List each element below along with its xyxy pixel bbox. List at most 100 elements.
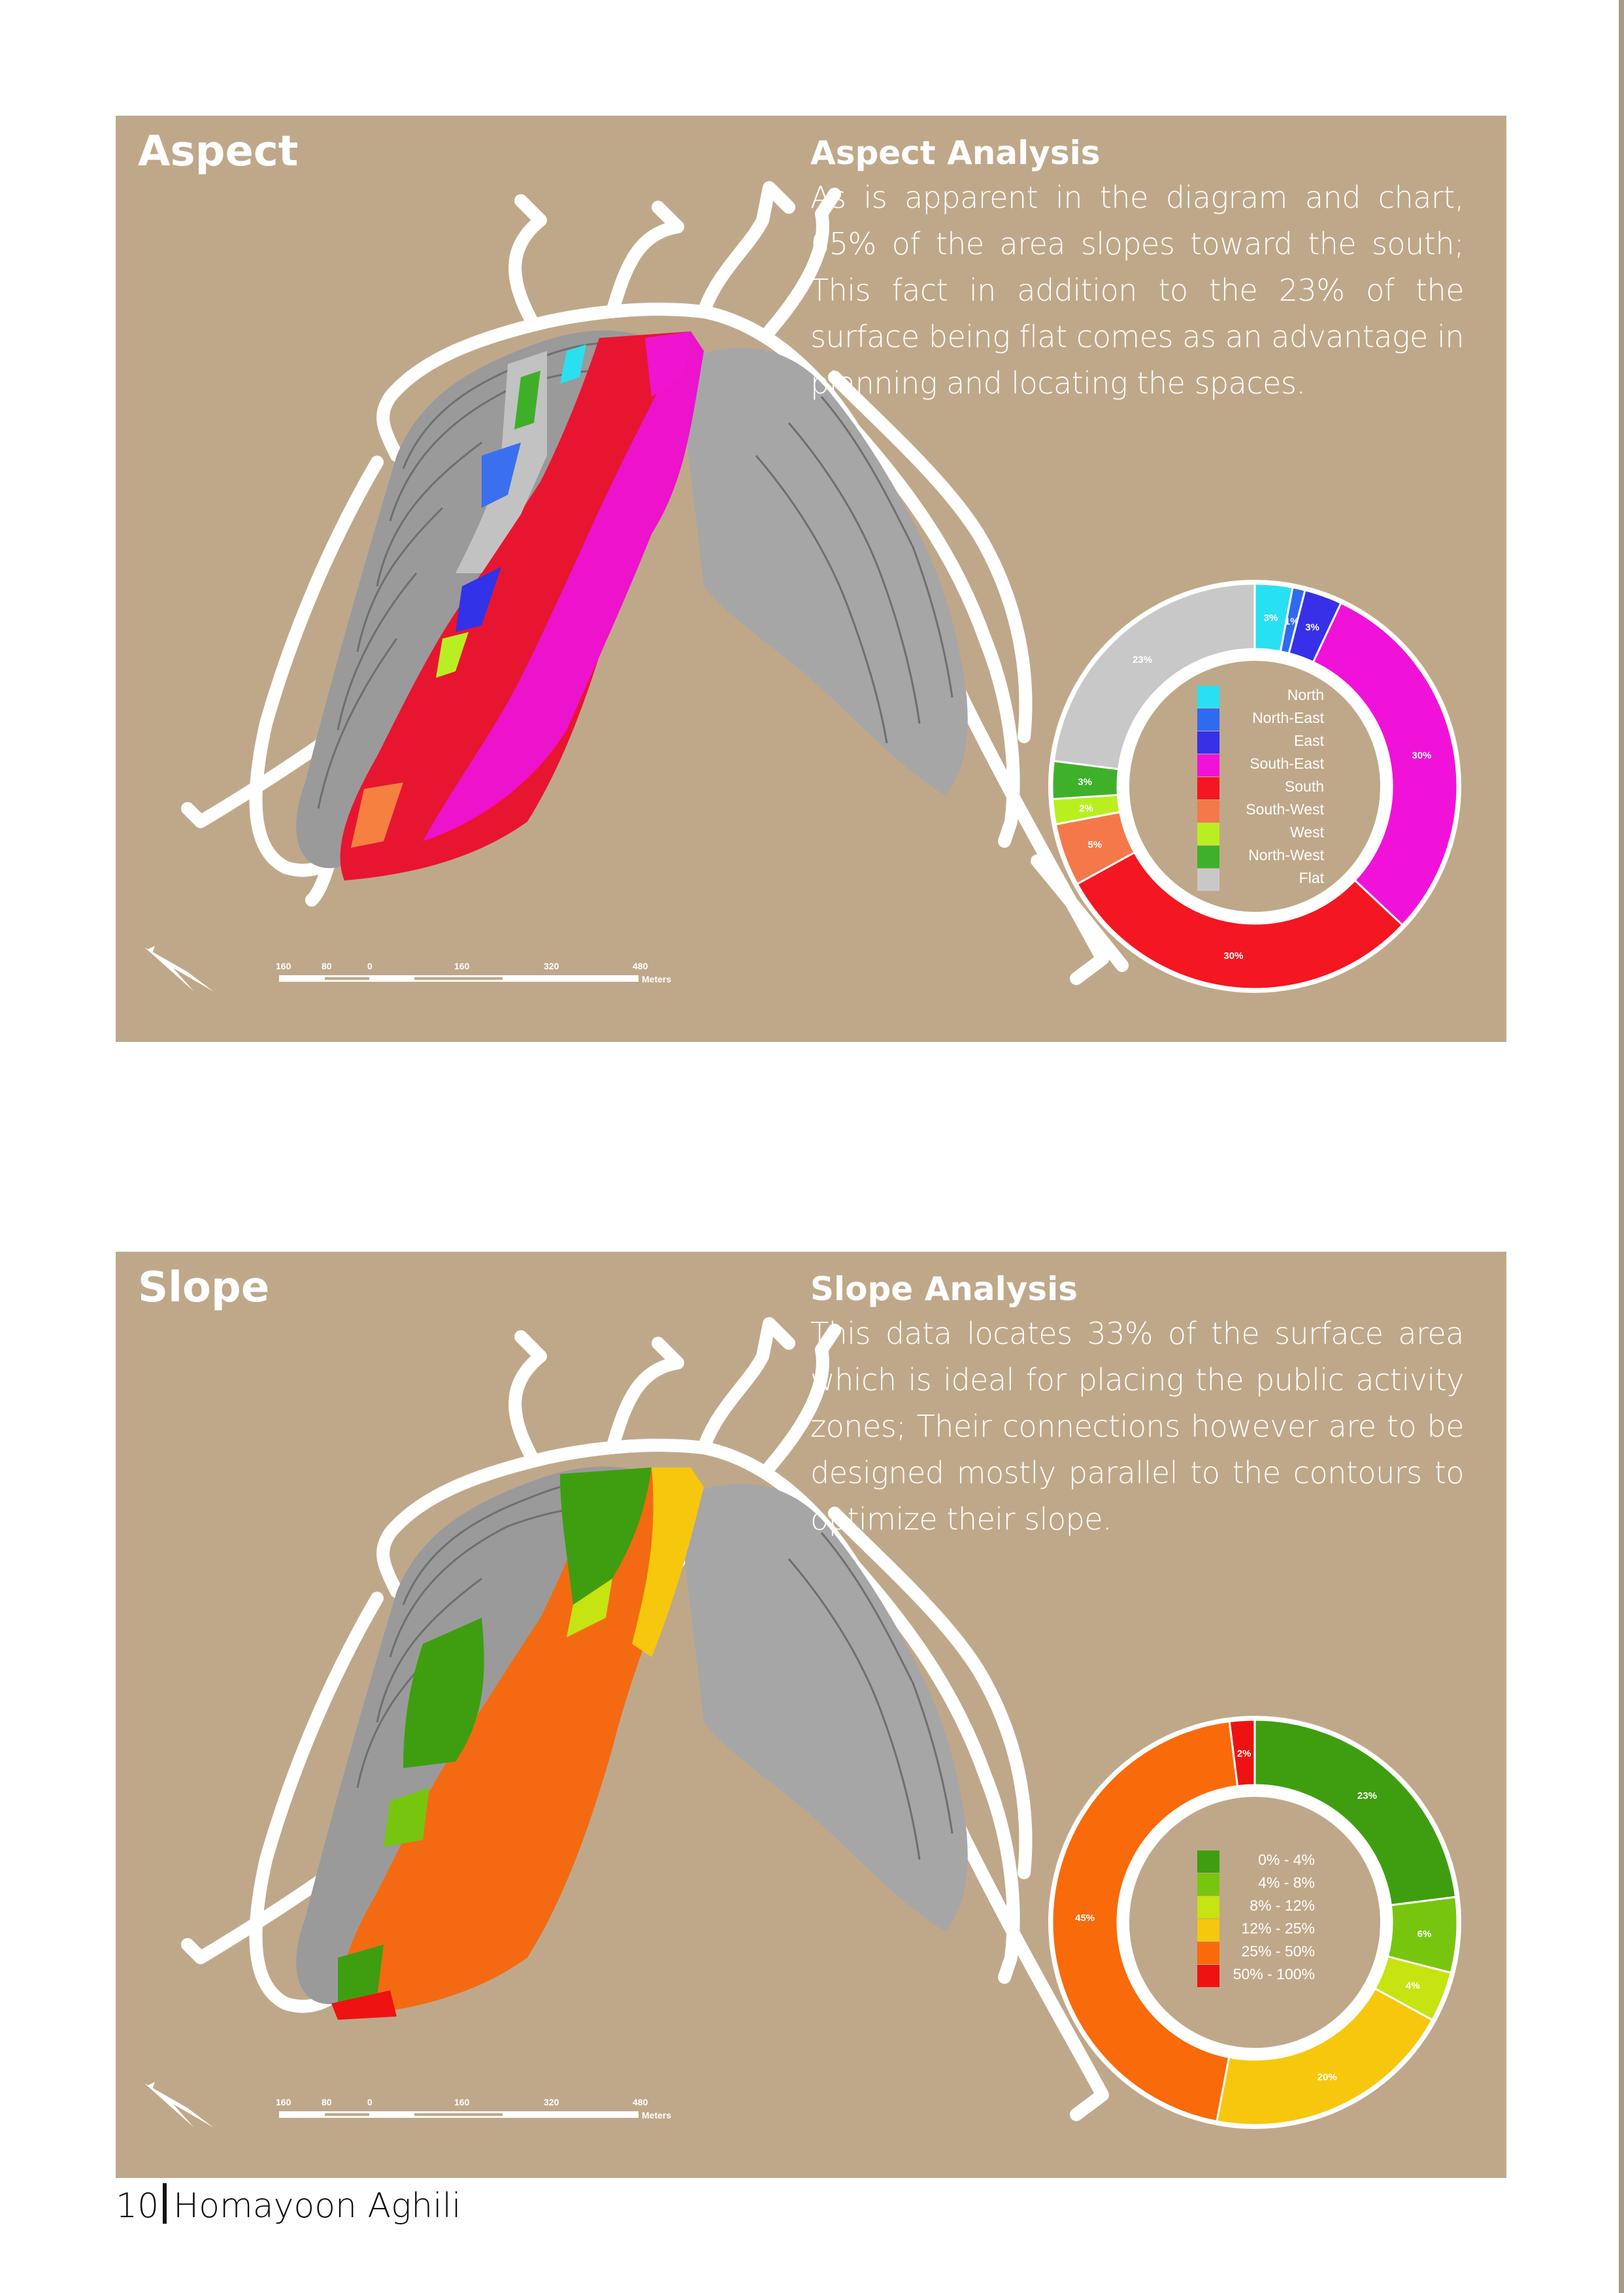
donut-data-label-6: 2% [1079, 803, 1093, 814]
analysis-title: Slope Analysis [810, 1270, 1078, 1308]
legend-swatch [1197, 846, 1219, 868]
legend-item: East [1197, 731, 1324, 754]
legend-item: South [1197, 777, 1324, 799]
donut-slice-3 [1216, 1987, 1434, 2126]
aspect-zone-north [560, 344, 586, 384]
aspect-legend: North North-East East South-East South South-… [1197, 685, 1324, 891]
legend-swatch [1197, 869, 1219, 891]
scale-bar-graphic [279, 975, 638, 982]
scale-tick-3: 0 [367, 961, 373, 971]
donut-data-label-2: 3% [1305, 622, 1319, 633]
legend-swatch [1197, 777, 1219, 799]
footer-divider [163, 2183, 167, 2224]
slope-zone-0-4-c [338, 1945, 384, 2010]
analysis-text: As is apparent in the diagram and chart,… [810, 180, 1465, 401]
legend-swatch [1197, 1919, 1219, 1941]
donut-data-label-0: 3% [1264, 612, 1278, 624]
page-title: Slope [138, 1264, 270, 1312]
slope-zone-12-25 [632, 1467, 704, 1657]
donut-slice-0 [1253, 1718, 1457, 1907]
aspect-donut-chart: 3% 1%3%30%30%5%2%3%23% [1048, 580, 1461, 993]
legend-label: West [1290, 824, 1324, 841]
donut-data-label-2: 4% [1406, 1981, 1420, 1992]
slope-zone-4-8 [384, 1788, 429, 1847]
slope-legend: 0% - 4% 4% - 8% 8% - 12% 12% - 25% 25% - 50%… [1197, 1850, 1315, 1987]
legend-label: North-East [1252, 709, 1324, 726]
donut-data-label-5: 5% [1088, 839, 1102, 850]
donut-data-label-3: 20% [1317, 2071, 1337, 2083]
slope-zone-0-4 [560, 1467, 652, 1605]
legend-label: 12% - 25% [1241, 1920, 1315, 1937]
legend-swatch [1197, 731, 1219, 754]
donut-slice-8 [1052, 582, 1256, 771]
terrain-east [678, 347, 968, 795]
donut-data-label-4: 45% [1075, 1913, 1095, 1924]
aspect-panel: 160 80 0 160 320 480 Meters Aspect Aspec… [116, 116, 1506, 1042]
legend-item: 0% - 4% [1197, 1850, 1315, 1873]
donut-slice-4 [1051, 1720, 1239, 2123]
analysis-block: Slope Analysis This data locates 33% of … [810, 1270, 1465, 1543]
legend-swatch [1197, 1850, 1219, 1873]
legend-item: 12% - 25% [1197, 1918, 1315, 1941]
page-footer: 10 Homayoon Aghili [116, 2183, 461, 2226]
legend-swatch [1197, 754, 1219, 777]
legend-swatch [1197, 823, 1219, 845]
donut-data-label-7: 3% [1078, 777, 1092, 788]
legend-swatch [1197, 686, 1219, 708]
slope-zone-0-4-b [403, 1618, 484, 1768]
legend-item: South-West [1197, 799, 1324, 822]
legend-swatch [1197, 1896, 1219, 1918]
aspect-zone-south [340, 331, 704, 880]
scale-tick-4: 160 [454, 961, 470, 971]
legend-item: North-West [1197, 845, 1324, 868]
aspect-zone-west [436, 632, 469, 678]
aspect-zone-northeast [456, 567, 501, 632]
legend-item: 4% - 8% [1197, 1873, 1315, 1896]
legend-label: 0% - 4% [1258, 1851, 1315, 1868]
legend-label: 8% - 12% [1250, 1897, 1315, 1914]
analysis-title: Aspect Analysis [810, 134, 1101, 172]
page-number: 10 [116, 2186, 159, 2226]
page-title: Aspect [138, 127, 299, 176]
legend-swatch [1197, 800, 1219, 822]
slope-zone-50-100 [331, 1990, 397, 2020]
donut-data-label-5: 2% [1237, 1749, 1251, 1760]
legend-swatch [1197, 709, 1219, 731]
aspect-zone-southwest [351, 782, 403, 848]
legend-swatch [1197, 1873, 1219, 1896]
scale-unit: Meters [642, 974, 672, 984]
legend-label: South [1284, 778, 1324, 795]
scale-tick-5: 320 [544, 2097, 559, 2107]
aspect-zone-southeast [423, 331, 704, 841]
legend-label: 50% - 100% [1233, 1966, 1315, 1983]
scale-tick-6: 480 [633, 2097, 648, 2107]
scale-tick-6: 480 [633, 961, 648, 971]
scale-tick-1: 160 [276, 961, 291, 971]
donut-center [1129, 661, 1380, 912]
donut-data-label-3: 30% [1412, 750, 1431, 761]
page-edge [1619, 0, 1624, 2293]
donut-center [1129, 1797, 1380, 2048]
slope-donut-chart: 23% 6% 4% 20% 45% 2% [1048, 1716, 1461, 2129]
scale-tick-2: 80 [322, 961, 332, 971]
legend-item: 25% - 50% [1197, 1941, 1315, 1964]
donut-data-label-0: 23% [1357, 1790, 1377, 1801]
scale-tick-5: 320 [544, 961, 559, 971]
legend-item: North-East [1197, 708, 1324, 731]
scale-tick-1: 160 [276, 2097, 291, 2107]
legend-item: South-East [1197, 754, 1324, 777]
legend-item: North [1197, 685, 1324, 708]
donut-data-label-8: 23% [1133, 654, 1152, 665]
north-arrow-icon [144, 946, 214, 992]
legend-swatch [1197, 1942, 1219, 1964]
author-name: Homayoon Aghili [173, 2186, 461, 2226]
slope-zone-8-12 [567, 1579, 612, 1637]
scale-bar-graphic [279, 2111, 638, 2118]
slope-map [144, 1317, 1109, 2128]
aspect-map [144, 181, 1129, 992]
north-arrow-icon [144, 2082, 214, 2128]
scale-tick-4: 160 [454, 2097, 470, 2107]
analysis-text: This data locates 33% of the surface are… [810, 1316, 1465, 1537]
terrain-east [678, 1483, 968, 1932]
legend-swatch [1197, 1965, 1219, 1987]
